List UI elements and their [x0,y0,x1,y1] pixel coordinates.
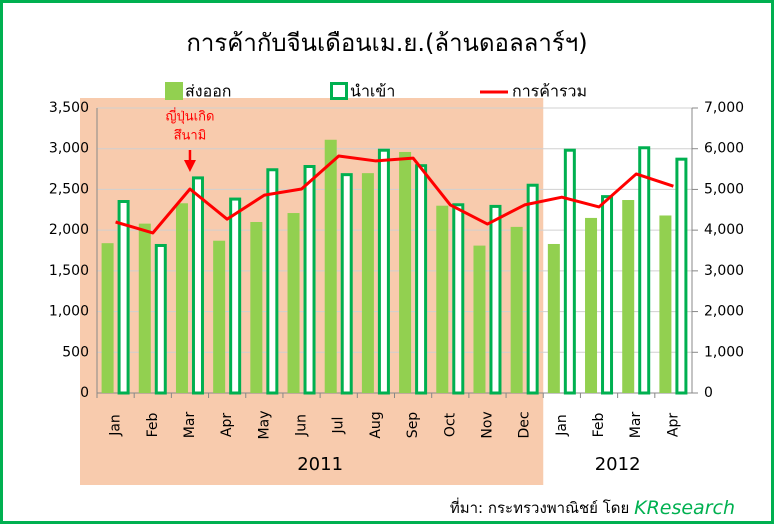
x-tick-label: Dec [517,411,533,438]
import-bar [563,148,576,395]
y2-tick-label: 0 [704,385,713,401]
import-bar [377,148,390,395]
x-tick-label: Aug [368,411,384,438]
export-bar [473,245,486,393]
import-bar [154,243,167,395]
y-tick-label: 2,000 [49,222,89,238]
source-text: ที่มา: กระทรวงพาณิชย์ โดย [450,497,629,517]
export-bar [622,200,635,393]
legend-label: นำเข้า [350,82,395,101]
x-group-label: 2011 [297,454,343,475]
x-tick-label: Mar [628,412,644,439]
export-bar [399,151,412,393]
import-bar [601,195,614,395]
y-tick-label: 3,000 [49,141,89,157]
x-tick-label: Apr [219,413,235,437]
y2-tick-label: 1,000 [704,344,744,360]
total-line [115,154,674,235]
x-tick-label: Jul [331,417,347,435]
source: ที่มา: กระทรวงพาณิชย์ โดย KResearch [450,497,735,519]
y2-tick-label: 6,000 [704,141,744,157]
import-bar [117,200,130,395]
x-tick-label: May [256,411,272,440]
export-bar [213,240,226,393]
y-tick-label: 3,500 [49,100,89,116]
y-tick-label: 2,500 [49,181,89,197]
x-group-label: 2012 [595,454,641,475]
x-tick-label: Feb [145,412,161,437]
y-tick-label: 500 [62,344,89,360]
import-bar [526,183,539,395]
import-bar [452,203,465,395]
export-bar [361,173,374,393]
y2-tick-label: 5,000 [704,181,744,197]
export-bar [101,243,114,393]
export-bar [250,222,263,393]
y-tick-label: 1,500 [49,263,89,279]
export-bar [138,223,151,393]
x-tick-label: Jun [294,414,310,437]
import-bar [191,176,204,395]
export-bar [510,226,523,393]
y2-tick-label: 2,000 [704,304,744,320]
legend-swatch [330,82,348,100]
y-tick-label: 0 [80,385,89,401]
x-tick-label: Jan [554,414,570,437]
y2-tick-label: 3,000 [704,263,744,279]
import-bar [266,168,279,395]
y-tick-label: 1,000 [49,304,89,320]
import-bar [303,165,316,395]
export-bar [659,215,672,393]
x-tick-label: Jan [108,414,124,437]
legend-label: การค้ารวม [512,82,587,101]
export-bar [324,139,337,393]
annotation-arrowhead [183,160,196,172]
x-tick-label: Nov [479,411,495,438]
x-tick-label: Oct [442,412,458,437]
export-bar [585,217,598,393]
import-bar [638,146,651,395]
source-brand: KResearch [634,497,735,519]
legend-label: ส่งออก [185,82,231,101]
legend-swatch [165,82,183,100]
export-bar [175,203,188,393]
x-tick-label: Sep [405,412,421,439]
annotation-text: สึนามิ [174,129,207,144]
x-tick-label: Mar [182,412,198,439]
x-tick-label: Apr [665,413,681,437]
export-bar [547,243,560,393]
import-bar [675,157,688,395]
x-tick-label: Feb [591,412,607,437]
chart-title: การค้ากับจีนเดือนเม.ย.(ล้านดอลลาร์ฯ) [186,29,587,57]
y2-tick-label: 7,000 [704,100,744,116]
import-bar [340,173,353,395]
export-bar [436,205,449,393]
y2-tick-label: 4,000 [704,222,744,238]
import-bar [415,164,428,395]
annotation-text: ญี่ปุ่นเกิด [165,108,214,125]
import-bar [489,204,502,395]
export-bar [287,213,300,393]
import-bar [229,197,242,395]
